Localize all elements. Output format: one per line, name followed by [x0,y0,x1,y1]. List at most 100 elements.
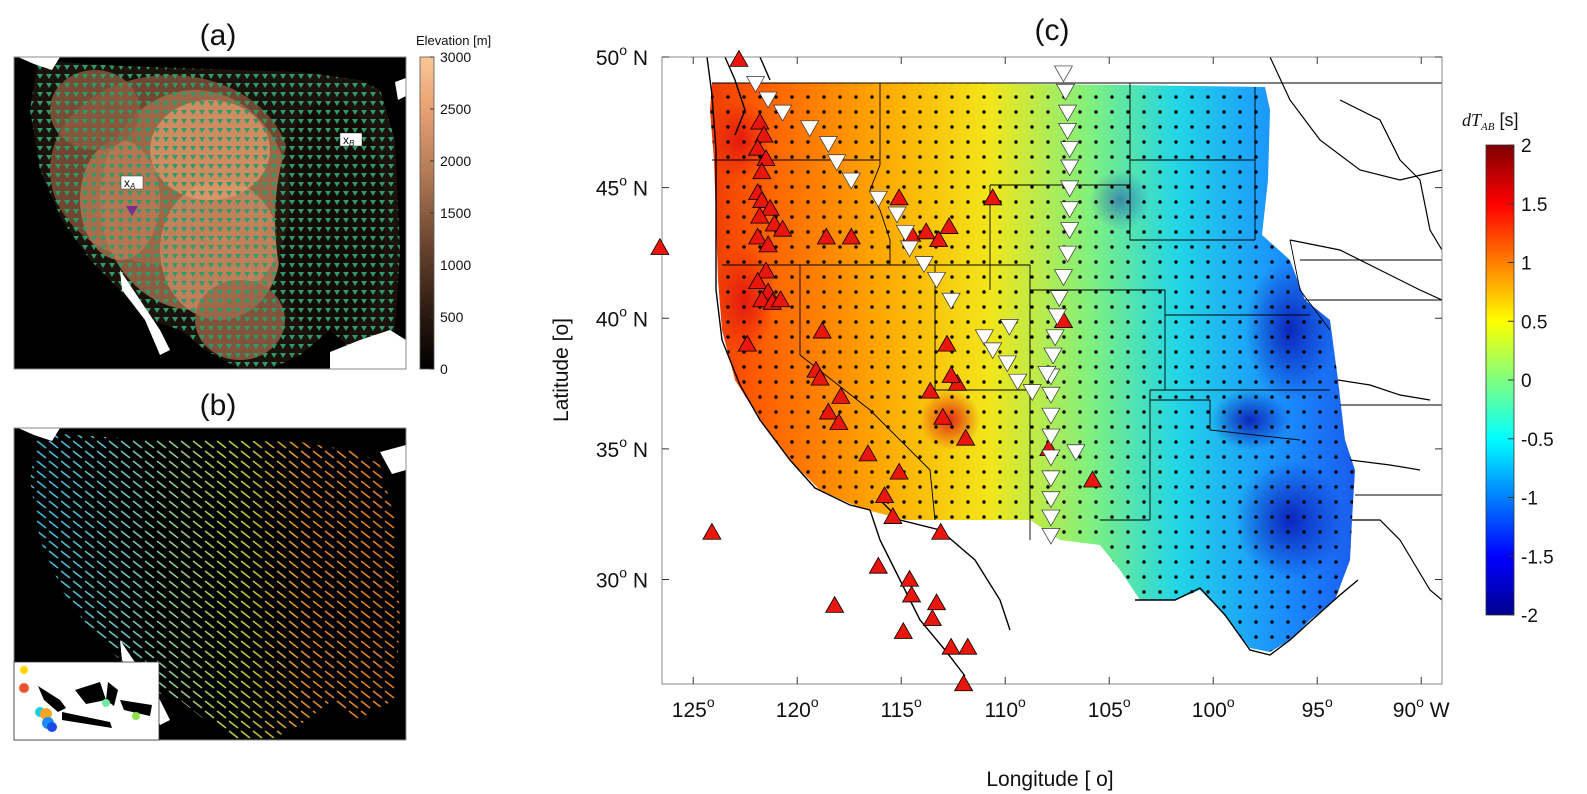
transect-station-triangle [818,136,839,153]
volcano-triangle [893,621,913,639]
panel-c-colorbar-title: dTAB [s] [1462,110,1518,133]
volcano-triangle [818,402,839,420]
x-tick-label: 90o W [1393,694,1450,722]
transect-station-triangle [1041,491,1061,509]
panel-b-frame [13,427,407,741]
volcano-triangle [831,386,851,404]
inset-event-dot [40,708,52,720]
panel-c-east-states [1269,57,1442,601]
volcano-triangle [812,321,832,339]
elevation-tick-label: 0 [440,361,448,377]
elevation-tick-label: 2500 [440,101,471,117]
x-tick-label: 110o [985,694,1026,722]
dt-tick-label: 2 [1521,136,1532,157]
panel-a-great-lakes [395,78,406,100]
y-tick-label: 45o N [596,173,648,201]
volcano-triangle [754,125,774,143]
volcano-triangle [874,486,895,504]
transect-station-triangle [841,172,861,190]
volcano-triangle [920,381,941,399]
transect-station-triangle [914,256,934,274]
elevation-tick-label: 1500 [440,205,471,221]
transect-station-triangle [1043,347,1063,365]
volcano-triangle [899,569,920,587]
volcano-triangle [747,271,768,289]
panel-c: (c) [550,14,1554,791]
inset-event-dot [20,666,28,674]
transect-station-triangle [1053,269,1074,287]
volcano-triangle [752,162,772,180]
volcano-triangle [750,112,770,130]
volcano-triangle [928,230,949,248]
volcano-triangle [955,428,976,446]
transect-station-triangle [1047,308,1067,326]
volcano-triangle [958,637,978,655]
transect-station-triangle [1041,470,1061,488]
dt-tick-label: 0.5 [1521,312,1547,333]
dt-tick-label: -1 [1521,489,1538,510]
volcano-triangle [747,138,768,156]
volcano-triangle [941,365,961,383]
volcano-triangle [772,219,793,237]
y-tick-label: 35o N [596,434,648,462]
svg-text:xA: xA [124,176,135,191]
transect-station-triangle [895,224,915,242]
panel-a: (a) xA [13,19,491,377]
volcano-triangle [824,595,845,613]
volcano-triangle [737,334,757,352]
volcano-triangle [889,462,909,480]
volcano-triangle [1082,470,1103,488]
transect-station-triangle [1055,83,1076,101]
elevation-tick-label: 1000 [440,257,471,273]
dt-tick-label: 1 [1521,254,1532,275]
transect-station-triangle [983,342,1003,360]
transect-station-triangle [1041,449,1061,467]
dt-tick-label: 1.5 [1521,195,1547,216]
panel-a-marker-xb: xB [339,132,363,148]
transect-station-triangle [1041,509,1061,527]
volcano-triangle [650,237,670,255]
transect-station-triangle [926,271,947,289]
volcano-triangle [983,188,1003,206]
y-tick-label: 30o N [596,565,648,593]
volcano-triangle [953,674,974,692]
volcano-triangle [702,522,722,540]
volcano-triangle [770,290,791,308]
y-tick-label: 40o N [596,303,648,331]
transect-station-triangle [800,120,820,138]
volcano-triangle [926,593,947,611]
volcano-triangle [901,585,922,603]
transect-station-triangle [899,240,920,258]
panel-a-marker-xa: xA [120,175,144,216]
elevation-tick-label: 3000 [440,49,471,65]
panel-a-gulf-of-mexico [330,330,406,369]
transect-station-triangle [887,206,907,224]
dt-tick-label: -1.5 [1521,547,1554,568]
panel-a-pacific-north [18,57,60,70]
elevation-tick-label: 500 [440,309,464,325]
transect-station-triangle [1049,290,1069,308]
volcano-triangle [933,407,953,425]
transect-station-triangle [997,355,1017,373]
volcano-triangle [750,206,770,224]
volcano-triangle [922,608,943,626]
transect-station-triangle [745,76,766,93]
transect-station-triangle [1066,444,1086,462]
panel-c-frame [661,56,1443,685]
transect-station-triangle [1022,384,1042,402]
panel-c-colorbar-ticks: 2 1.5 1 0.5 0 -0.5 -1 -1.5 -2 [1508,136,1554,627]
panel-a-colorbar-ticks: 3000 2500 2000 1500 1000 500 0 [430,49,471,377]
panel-a-label: (a) [200,19,237,52]
transect-station-triangle [758,91,778,109]
volcano-triangle [937,334,957,352]
panel-a-gulf-of-california [120,270,170,355]
transect-station-triangle [1037,366,1057,383]
panel-b: (b) [13,389,407,741]
panel-c-ylabel: Latitude [o] [550,318,573,422]
svg-text:xB: xB [343,133,355,148]
transect-station-triangle [1008,373,1028,391]
transect-station-triangle [1060,159,1080,177]
transect-station-triangle [1041,386,1061,404]
panel-a-source-triangle [126,206,138,216]
